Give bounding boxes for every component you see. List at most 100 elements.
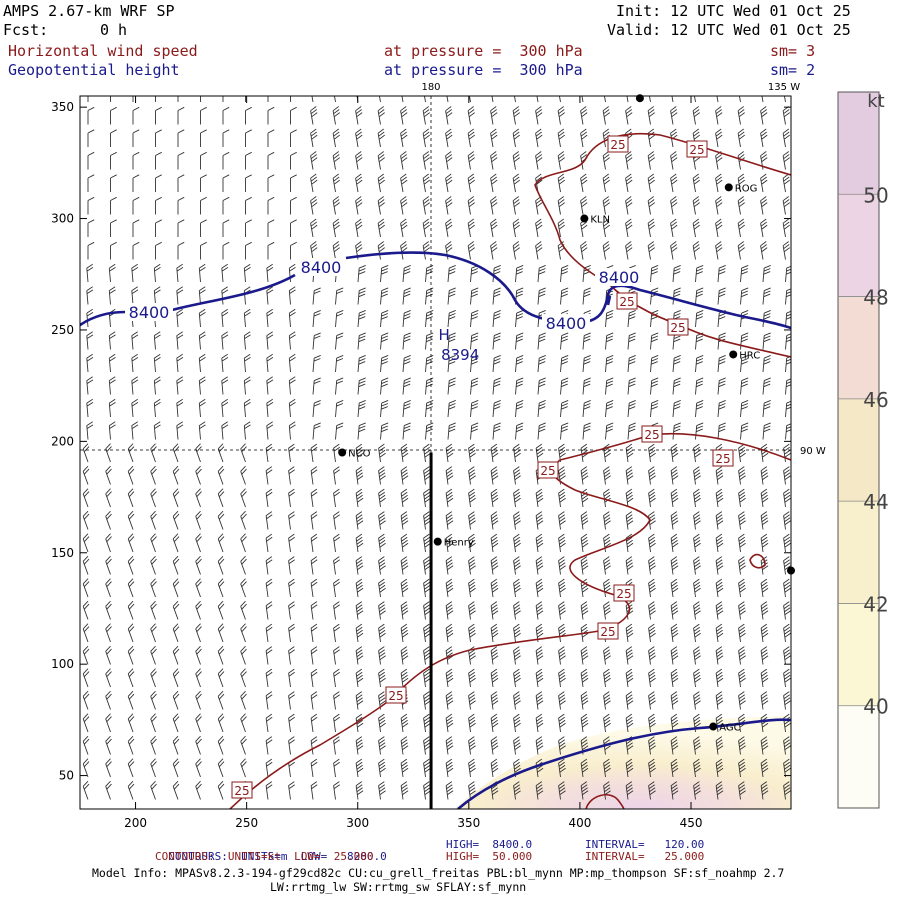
wind-barb bbox=[195, 645, 202, 665]
wind-barb bbox=[108, 353, 116, 373]
wind-barb bbox=[490, 173, 498, 193]
wind-barb bbox=[200, 106, 207, 125]
wind-barb bbox=[783, 623, 791, 643]
wind-barb bbox=[425, 264, 434, 283]
wind-barb bbox=[155, 241, 162, 260]
wind-barb bbox=[760, 173, 768, 193]
wind-barb bbox=[150, 533, 157, 553]
wind-barb bbox=[625, 106, 633, 125]
wind-barb bbox=[715, 668, 724, 688]
wind-barb bbox=[537, 422, 546, 440]
wind-barb bbox=[132, 196, 140, 215]
wind-barb bbox=[672, 422, 681, 440]
wind-contour-label: 25 bbox=[712, 449, 734, 467]
wind-barb bbox=[692, 241, 700, 260]
wind-barb bbox=[717, 264, 726, 283]
wind-barb bbox=[355, 646, 364, 665]
wind-barb bbox=[198, 421, 206, 440]
wind-barb bbox=[105, 713, 112, 733]
wind-barb bbox=[288, 376, 296, 395]
wind-barb bbox=[603, 556, 611, 575]
wind-barb bbox=[355, 511, 364, 530]
wind-barb bbox=[490, 128, 498, 148]
wind-barb bbox=[558, 758, 566, 778]
wind-barb bbox=[762, 264, 771, 283]
wind-barb bbox=[131, 263, 139, 283]
wind-barb bbox=[560, 422, 569, 440]
wind-barb bbox=[288, 578, 295, 598]
wind-barb bbox=[150, 510, 157, 530]
wind-barb bbox=[762, 309, 771, 328]
wind-barb bbox=[717, 287, 726, 305]
wind-barb bbox=[580, 691, 589, 710]
wind-barb bbox=[240, 713, 247, 733]
wind-barb bbox=[580, 556, 589, 575]
wind-barb bbox=[760, 736, 769, 755]
wind-barb bbox=[760, 578, 769, 598]
wind-barb bbox=[172, 443, 180, 463]
wind-barb bbox=[535, 151, 543, 170]
wind-barb bbox=[783, 578, 791, 598]
wind-barb bbox=[760, 466, 769, 485]
wind-barb bbox=[355, 533, 364, 553]
wind-barb bbox=[535, 668, 544, 688]
wind-contour-label: 25 bbox=[641, 425, 663, 443]
wind-barb bbox=[333, 511, 340, 530]
wind-barb bbox=[490, 646, 499, 665]
wind-barb bbox=[580, 533, 589, 553]
station-label: AGC bbox=[719, 723, 740, 734]
wind-barb bbox=[740, 399, 749, 418]
x-tick-label: 400 bbox=[568, 816, 591, 830]
wind-barb bbox=[310, 196, 318, 215]
wind-barb bbox=[422, 218, 430, 238]
wind-barb bbox=[738, 578, 746, 598]
wind-barb bbox=[557, 106, 565, 125]
wind-barb bbox=[783, 646, 791, 665]
station-dot bbox=[580, 214, 589, 223]
wind-barb bbox=[266, 398, 274, 418]
wind-barb bbox=[423, 578, 431, 598]
wind-barb bbox=[490, 578, 499, 598]
wind-barb bbox=[217, 668, 225, 688]
wind-barb bbox=[176, 286, 184, 305]
wind-barb bbox=[312, 332, 321, 350]
wind-barb bbox=[513, 758, 521, 778]
wind-barb bbox=[557, 218, 565, 238]
wind-barb bbox=[603, 96, 606, 103]
wind-barb bbox=[670, 533, 679, 553]
wind-barb bbox=[715, 128, 723, 148]
wind-barb bbox=[357, 309, 366, 328]
wind-barb bbox=[425, 332, 434, 350]
wind-barb bbox=[467, 151, 475, 170]
wind-barb bbox=[783, 488, 791, 508]
wind-barb bbox=[693, 713, 701, 733]
wind-barb bbox=[265, 758, 273, 778]
wind-barb bbox=[650, 332, 659, 350]
wind-barb bbox=[468, 623, 476, 643]
wind-barb bbox=[783, 601, 791, 620]
model-info-2: LW:rrtmg_lw SW:rrtmg_sw SFLAY:sf_mynn bbox=[270, 880, 527, 894]
wind-barb bbox=[377, 128, 385, 148]
wind-contour-label-text: 25 bbox=[670, 321, 685, 335]
wind-barb bbox=[222, 129, 230, 147]
wind-barb bbox=[740, 332, 749, 350]
wind-barb bbox=[131, 286, 139, 305]
colorbar-label: 50 bbox=[863, 183, 888, 207]
wind-barb bbox=[108, 286, 116, 305]
x-tick-label: 450 bbox=[680, 816, 703, 830]
station-dot bbox=[709, 722, 718, 731]
wind-barb bbox=[625, 241, 633, 260]
wind-barb bbox=[490, 691, 499, 710]
wind-barb bbox=[513, 443, 521, 463]
wind-barb bbox=[82, 510, 90, 530]
wind-barb bbox=[445, 623, 454, 643]
wind-barb bbox=[267, 196, 275, 215]
wind-barb bbox=[195, 623, 202, 643]
wind-barb bbox=[240, 600, 247, 620]
wind-barb bbox=[558, 713, 566, 733]
wind-barb bbox=[172, 780, 180, 800]
wind-barb bbox=[195, 735, 202, 755]
wind-barb bbox=[82, 645, 90, 665]
wind-barb bbox=[695, 264, 704, 283]
wind-barb bbox=[355, 556, 364, 575]
